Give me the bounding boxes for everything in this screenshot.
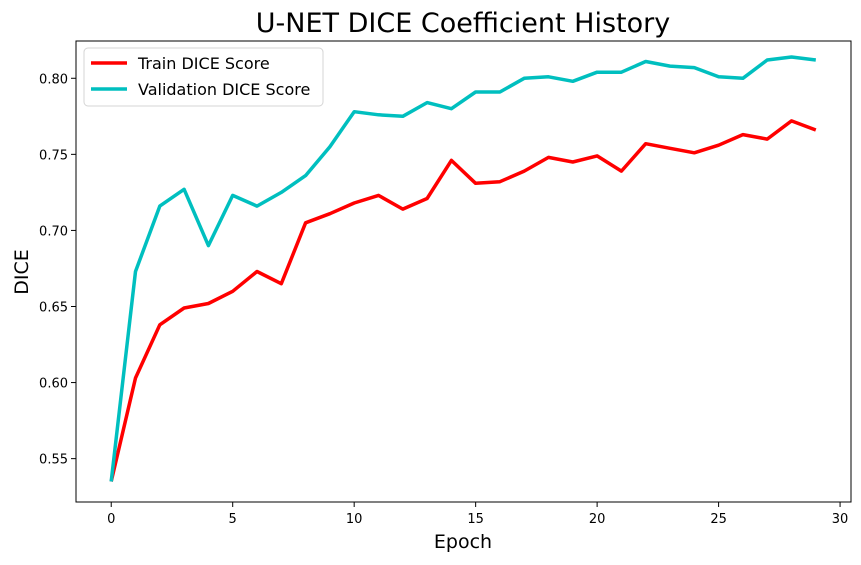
x-tick-label: 25 [710, 512, 727, 527]
y-tick-label: 0.75 [39, 148, 68, 163]
chart-title: U-NET DICE Coefficient History [256, 8, 670, 39]
axes-frame [75, 40, 852, 503]
series-line-validation [109, 55, 817, 482]
y-axis-label: DICE [11, 249, 33, 295]
x-axis-label: Epoch [434, 531, 492, 553]
legend-box [83, 47, 324, 107]
y-tick-label: 0.55 [39, 453, 68, 468]
y-tick-label: 0.60 [39, 377, 68, 392]
axes: 0 5 10 15 20 25 30 0.55 0.60 0.65 0.70 0.75 0.80 [39, 40, 852, 527]
x-tick-label: 5 [229, 512, 237, 527]
legend-label: Validation DICE Score [138, 80, 310, 99]
y-tick-label: 0.65 [39, 300, 68, 315]
x-tick-label: 15 [467, 512, 484, 527]
legend: Train DICE Score Validation DICE Score [83, 47, 324, 107]
x-tick-label: 0 [107, 512, 115, 527]
x-tick-label: 30 [832, 512, 849, 527]
plot-area [109, 55, 817, 482]
x-tick-label: 20 [589, 512, 606, 527]
x-tick-label: 10 [346, 512, 363, 527]
y-tick-label: 0.70 [39, 224, 68, 239]
series-line-train [109, 119, 817, 482]
y-tick-label: 0.80 [39, 72, 68, 87]
legend-label: Train DICE Score [137, 54, 270, 73]
